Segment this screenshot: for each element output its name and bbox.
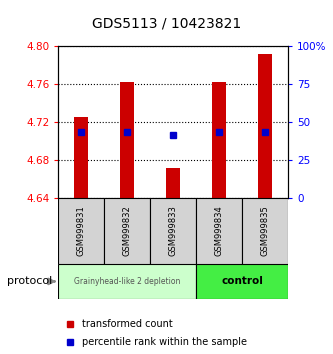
Text: GSM999832: GSM999832 xyxy=(123,206,132,256)
Text: protocol: protocol xyxy=(7,276,52,286)
Text: control: control xyxy=(221,276,263,286)
Text: Grainyhead-like 2 depletion: Grainyhead-like 2 depletion xyxy=(74,277,180,286)
Bar xyxy=(150,198,196,264)
Bar xyxy=(74,118,88,198)
Bar xyxy=(58,198,104,264)
Bar xyxy=(166,168,180,198)
Text: GDS5113 / 10423821: GDS5113 / 10423821 xyxy=(92,16,241,30)
Bar xyxy=(258,53,272,198)
Text: GSM999833: GSM999833 xyxy=(168,206,178,256)
Bar xyxy=(104,198,150,264)
Bar xyxy=(196,198,242,264)
Bar xyxy=(58,264,196,299)
Bar xyxy=(212,82,226,198)
Text: percentile rank within the sample: percentile rank within the sample xyxy=(82,337,246,347)
Text: transformed count: transformed count xyxy=(82,319,172,329)
Bar xyxy=(120,82,134,198)
Text: GSM999834: GSM999834 xyxy=(214,206,224,256)
Bar xyxy=(196,264,288,299)
Text: GSM999835: GSM999835 xyxy=(260,206,270,256)
Text: GSM999831: GSM999831 xyxy=(77,206,86,256)
Bar xyxy=(242,198,288,264)
